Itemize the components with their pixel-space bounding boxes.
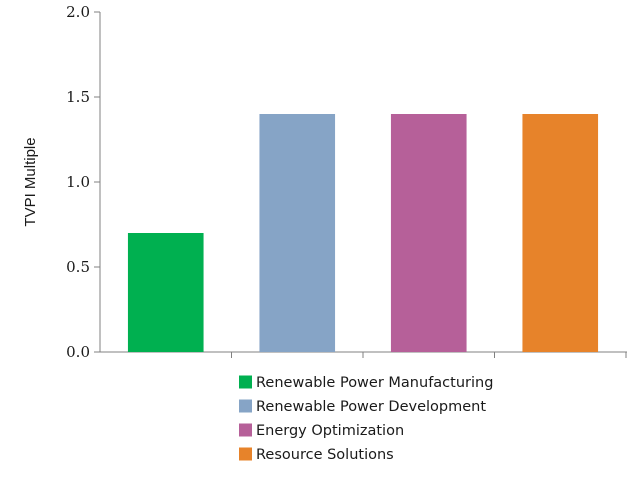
legend-swatch-3 [239,423,252,437]
legend-label-2: Renewable Power Development [256,399,486,415]
bars [127,114,599,352]
y-axis-ticks [94,11,100,353]
bar-1 [127,233,204,352]
bar-4 [522,114,599,352]
legend-swatch-4 [239,447,252,461]
legend-label-3: Energy Optimization [256,423,404,439]
y-tick-label: 0.0 [66,343,90,361]
y-axis-title: TVPI Multiple [22,137,39,226]
bar-3 [390,114,467,352]
x-axis-ticks [231,352,627,358]
y-axis-tick-labels: 0.0 0.5 1.0 1.5 2.0 [66,3,90,361]
y-tick-label: 2.0 [66,3,90,21]
legend: Renewable Power Manufacturing Renewable P… [239,375,493,463]
legend-swatch-2 [239,399,252,413]
y-tick-label: 1.0 [66,173,90,191]
bar-2 [259,114,336,352]
y-tick-label: 1.5 [66,88,90,106]
y-tick-label: 0.5 [66,258,90,276]
legend-swatch-1 [239,375,252,389]
legend-label-4: Resource Solutions [256,447,394,463]
legend-label-1: Renewable Power Manufacturing [256,375,493,391]
